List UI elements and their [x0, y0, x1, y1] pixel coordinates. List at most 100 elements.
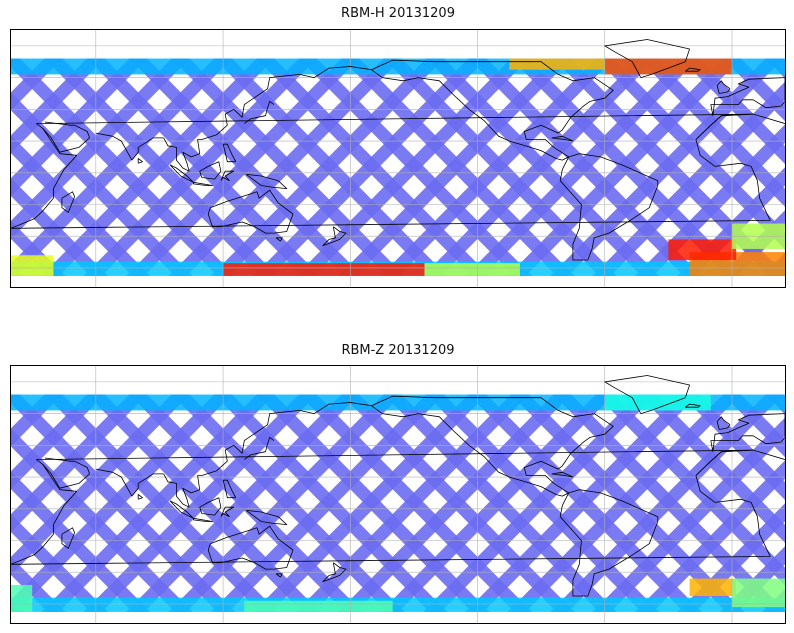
coastline-uk: [716, 416, 731, 430]
map-plot-rbm-h: [11, 30, 785, 287]
intensity-region: [731, 578, 785, 608]
swath-track: [210, 58, 445, 276]
swath-track: [635, 460, 785, 612]
swath-track: [11, 58, 233, 276]
coastline-uk: [716, 80, 731, 94]
swath-track: [422, 394, 657, 612]
coastline-java: [192, 181, 213, 186]
coastline-greenland: [604, 375, 690, 414]
intensity-region: [604, 394, 711, 411]
map-panel-rbm-h: [10, 29, 786, 288]
swath-track: [126, 394, 360, 612]
coastline-madagascar: [61, 527, 75, 549]
swath-tracks-z: [11, 394, 785, 612]
swath-track: [253, 58, 487, 276]
swath-track: [507, 58, 741, 276]
coastline-se-asia: [163, 402, 372, 508]
map-plot-rbm-z: [11, 366, 785, 623]
coastline-arabia: [42, 457, 90, 489]
coastline-africa: [11, 113, 771, 229]
coastline-sulawesi: [220, 506, 235, 518]
intensity-region: [509, 58, 605, 70]
map-panel-rbm-z: [10, 365, 786, 624]
swath-track: [592, 81, 785, 276]
panel-title-rbm-z: RBM-Z 20131209: [341, 343, 455, 358]
swath-track: [295, 58, 529, 276]
intensity-region: [223, 263, 425, 276]
swath-track: [11, 58, 105, 154]
swath-track: [210, 394, 445, 612]
graticule-h: [11, 30, 785, 287]
coastline-africa: [11, 449, 771, 565]
swath-track: [126, 58, 360, 276]
swath-track: [168, 394, 402, 612]
coastline-new-zealand: [322, 226, 347, 247]
swath-track: [11, 58, 63, 111]
swath-track: [338, 58, 572, 276]
coastline-iceland: [685, 67, 701, 72]
swath-track: [11, 394, 63, 447]
graticule-z: [11, 366, 785, 623]
coastline-india: [95, 132, 164, 161]
coastline-iceland: [685, 403, 701, 408]
coastline-new-zealand: [322, 562, 347, 583]
south-band-z: [11, 597, 785, 612]
swath-track: [677, 167, 785, 276]
coastline-se-asia: [163, 66, 372, 172]
coastline-sulawesi: [220, 170, 235, 182]
coastlines-h: [11, 39, 785, 261]
coastline-sumatra: [169, 500, 194, 519]
intensity-region: [11, 255, 54, 276]
coastline-java: [192, 517, 213, 522]
coastline-sri-lanka: [137, 494, 143, 500]
coastline-north-america: [371, 395, 614, 497]
swath-track: [11, 394, 105, 490]
coastline-sumatra: [169, 164, 194, 183]
intensity-region: [244, 600, 393, 612]
intensity-regions-h: [11, 58, 785, 276]
coastline-greenland: [604, 39, 690, 78]
coastline-africa-wrap: [695, 113, 785, 140]
coastline-cuba: [551, 135, 574, 142]
coastline-new-guinea: [246, 510, 288, 526]
north-band-z: [11, 394, 785, 411]
swath-track: [507, 394, 741, 612]
coastline-australia: [207, 525, 294, 570]
swath-track: [638, 58, 785, 207]
swath-track: [465, 58, 699, 276]
coastline-madagascar: [61, 191, 75, 213]
coastline-africa-wrap: [695, 449, 785, 476]
swath-track: [638, 394, 785, 543]
swath-track: [41, 394, 275, 612]
swath-track: [253, 394, 487, 612]
swath-track: [550, 394, 784, 612]
coastline-philippines: [222, 143, 237, 163]
swath-track: [83, 394, 317, 612]
swath-track: [295, 394, 529, 612]
coastline-cuba: [551, 471, 574, 478]
coastline-south-america: [559, 489, 659, 597]
swath-track: [550, 58, 784, 276]
coastline-south-america: [559, 153, 659, 261]
coastline-borneo: [199, 497, 222, 516]
coastline-tasmania: [275, 573, 283, 578]
coastline-japan: [244, 437, 275, 460]
intensity-region: [604, 58, 732, 75]
coastline-philippines: [222, 479, 237, 499]
swath-track: [11, 394, 233, 612]
swath-tracks-h: [11, 58, 785, 276]
coastline-tasmania: [275, 237, 283, 242]
swath-track: [338, 394, 572, 612]
coastlines-z: [11, 375, 785, 597]
coastline-europe: [710, 413, 785, 452]
coastline-sri-lanka: [137, 158, 143, 164]
swath-track: [41, 58, 275, 276]
intensity-regions-z: [11, 394, 785, 612]
coastline-india: [95, 468, 164, 497]
swath-track: [465, 394, 699, 612]
panel-title-rbm-h: RBM-H 20131209: [341, 6, 455, 21]
coastline-borneo: [199, 161, 222, 180]
intensity-region: [689, 578, 737, 597]
coastline-europe: [710, 77, 785, 116]
coastline-arabia: [42, 121, 90, 153]
